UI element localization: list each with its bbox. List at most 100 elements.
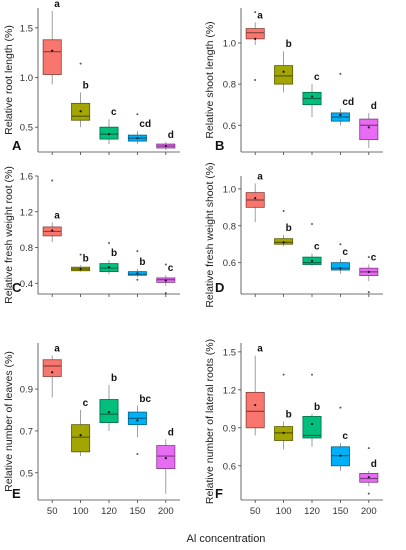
- y-tick-label: 0.8: [223, 80, 236, 91]
- box-iqr: [245, 28, 265, 40]
- box-150: bc: [127, 394, 152, 455]
- y-tick-label: 1.0: [223, 38, 236, 49]
- y-tick-label: 1.0: [223, 184, 236, 195]
- box-120: b: [302, 373, 322, 447]
- mean-point: [339, 454, 342, 457]
- mean-point: [254, 37, 257, 40]
- significance-letter: b: [286, 410, 292, 421]
- significance-letter: d: [371, 459, 377, 470]
- mean-point: [136, 272, 139, 275]
- mean-point: [282, 431, 285, 434]
- box-iqr: [302, 416, 322, 439]
- outlier-point: [108, 242, 110, 245]
- box-120: b: [99, 242, 119, 275]
- x-tick-label: 150: [332, 506, 348, 517]
- y-axis-title: Relative shoot length (%): [204, 21, 216, 138]
- significance-letter: a: [257, 171, 263, 182]
- box-100: b: [274, 373, 294, 450]
- mean-point: [164, 279, 167, 282]
- y-tick-label: 1.2: [223, 385, 236, 396]
- outlier-point: [136, 452, 139, 455]
- significance-letter: b: [111, 373, 117, 384]
- significance-letter: d: [371, 101, 377, 112]
- chart-panel-d: 0.6 0.8 1.0 Relative fresh weight shoot (%)…: [204, 162, 383, 308]
- mean-point: [310, 95, 314, 98]
- box-200: d: [156, 427, 176, 494]
- box-120: c: [302, 72, 322, 118]
- significance-letter: b: [139, 257, 145, 268]
- panel-letter: F: [215, 486, 223, 501]
- outlier-point: [254, 79, 257, 81]
- box-iqr: [359, 118, 379, 141]
- panel-letter: A: [12, 138, 22, 153]
- box-50: a: [245, 171, 265, 223]
- mean-point: [107, 133, 111, 136]
- box-iqr: [42, 359, 62, 377]
- y-axis-title: Relative root length (%): [3, 25, 15, 135]
- panel-letter: D: [215, 280, 224, 295]
- significance-letter: b: [83, 80, 89, 91]
- box-120: c: [302, 222, 322, 267]
- box-50: a: [245, 344, 265, 436]
- significance-letter: c: [111, 107, 117, 118]
- y-tick-label: 0.4: [20, 279, 33, 290]
- significance-letter: a: [257, 344, 263, 355]
- significance-letter: a: [54, 0, 60, 10]
- x-tick-label: 100: [73, 506, 89, 517]
- box-100: c: [71, 398, 91, 457]
- significance-letter: c: [342, 247, 348, 258]
- mean-point: [367, 270, 370, 273]
- panel-letter: E: [12, 486, 21, 501]
- significance-letter: b: [314, 402, 320, 413]
- box-150: cd: [127, 113, 151, 145]
- box-200: c: [156, 263, 176, 295]
- mean-point: [136, 419, 139, 422]
- x-tick-label: 50: [250, 506, 261, 517]
- box-iqr: [42, 39, 62, 75]
- y-axis-title: Relative fresh weight root (%): [3, 166, 15, 304]
- mean-point: [107, 266, 111, 269]
- mean-point: [51, 371, 54, 374]
- mean-point: [164, 457, 167, 460]
- significance-letter: d: [168, 427, 174, 438]
- chart-panel-e: 0.5 0.7 0.9 50 100 120 150 200 Relative number o…: [3, 343, 180, 517]
- mean-point: [310, 259, 314, 262]
- box-120: c: [99, 107, 119, 145]
- mean-point: [282, 241, 285, 244]
- outlier-point: [164, 292, 167, 295]
- box-150: b: [127, 250, 147, 281]
- y-tick-label: 0.5: [20, 468, 33, 479]
- outlier-point: [79, 253, 82, 256]
- box-iqr: [330, 262, 350, 271]
- outlier-point: [136, 250, 139, 253]
- chart-panel-c: 0.4 0.8 1.2 1.6 Relative fresh weight root (…: [3, 166, 180, 304]
- x-axis-title: Al concentration: [187, 533, 266, 545]
- outlier-point: [339, 72, 342, 75]
- y-tick-label: 0.5: [20, 123, 33, 134]
- outlier-point: [311, 222, 313, 225]
- y-axis-title: Relative number of leaves (%): [3, 351, 15, 492]
- box-50: a: [42, 0, 62, 85]
- outlier-point: [136, 278, 139, 281]
- outlier-point: [51, 179, 54, 182]
- outlier-point: [367, 291, 370, 294]
- significance-letter: cd: [139, 119, 151, 130]
- mean-point: [254, 403, 257, 407]
- y-tick-label: 0.8: [223, 221, 236, 232]
- significance-letter: d: [168, 130, 174, 141]
- significance-letter: b: [83, 253, 89, 264]
- mean-point: [51, 229, 54, 232]
- mean-point: [339, 267, 342, 270]
- y-axis-title: Relative number of lateral roots (%): [204, 339, 216, 504]
- mean-point: [310, 422, 314, 426]
- mean-point: [107, 410, 111, 414]
- box-200: d: [359, 101, 379, 148]
- significance-letter: c: [168, 263, 174, 274]
- outlier-point: [367, 492, 370, 495]
- y-tick-label: 1.5: [20, 23, 33, 34]
- box-200: d: [156, 130, 176, 151]
- mean-point: [79, 434, 82, 437]
- outlier-point: [164, 263, 167, 266]
- significance-letter: c: [342, 431, 348, 442]
